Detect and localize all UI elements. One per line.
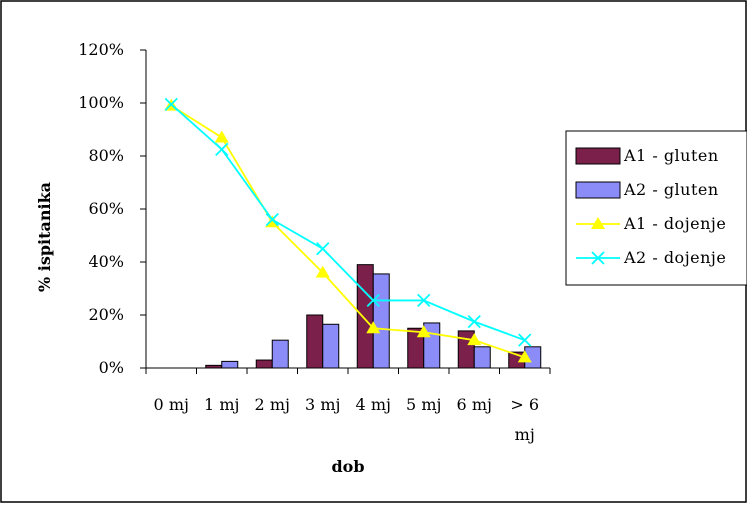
point-a1-dojenje xyxy=(467,333,482,346)
legend-key-a1-gluten xyxy=(575,147,621,165)
point-a1-dojenje xyxy=(416,325,431,338)
y-axis-title: % ispitanika xyxy=(35,182,54,292)
x-axis-title: dob xyxy=(331,457,364,476)
bar-a2-gluten xyxy=(372,273,390,369)
point-a2-dojenje xyxy=(467,314,481,329)
point-a1-dojenje xyxy=(517,350,532,363)
point-a2-dojenje xyxy=(316,242,330,256)
point-a2-dojenje xyxy=(417,293,431,308)
labels: 0% 20% 40% 60% 80% 100% 120% 0 mj 1 mj 2 mj 3 mj 4 … xyxy=(78,40,539,444)
legend-label: A1 - dojenje xyxy=(623,214,726,233)
x-tick-label: 3 mj xyxy=(305,395,340,414)
point-a2-dojenje xyxy=(265,212,279,227)
point-a2-dojenje-stroke xyxy=(467,314,481,329)
point-a2-dojenje-stroke xyxy=(215,142,229,157)
legend: A1 - gluten A2 - gluten A1 - dojenje A2 - d… xyxy=(565,130,747,286)
point-a2-dojenje-stroke xyxy=(164,97,178,111)
point-a1-dojenje xyxy=(214,130,229,143)
x-tick-label: mj xyxy=(515,425,535,444)
x-tick-label: 5 mj xyxy=(406,395,441,414)
point-a2-dojenje xyxy=(164,97,178,111)
legend-key-a2-dojenje-marker xyxy=(591,251,605,265)
point-a2-dojenje xyxy=(366,293,380,308)
point-a2-dojenje-stroke xyxy=(265,212,279,227)
bar-a2-gluten xyxy=(473,346,491,369)
legend-key-a2-gluten xyxy=(575,181,621,199)
x-tick-label: 1 mj xyxy=(204,395,239,414)
point-a1-dojenje xyxy=(366,321,381,334)
x-tick-label: 2 mj xyxy=(255,395,290,414)
point-a2-dojenje-stroke xyxy=(417,293,431,308)
bar-a1-gluten xyxy=(306,314,324,369)
x-tick-label: 4 mj xyxy=(356,395,391,414)
bar-a1-gluten xyxy=(205,364,223,369)
line-a2-dojenje xyxy=(170,103,526,342)
bar-a2-gluten xyxy=(271,339,289,369)
y-tick-label: 80% xyxy=(88,146,124,165)
bar-a1-gluten xyxy=(255,359,273,369)
x-tick-label: > 6 xyxy=(510,395,539,414)
y-tick-label: 60% xyxy=(88,199,124,218)
line-a1-dojenje xyxy=(170,104,526,359)
bar-a2-gluten xyxy=(322,323,340,369)
legend-label: A1 - gluten xyxy=(623,146,719,165)
point-a2-dojenje-stroke xyxy=(518,333,532,347)
bar-a2-gluten xyxy=(221,360,239,369)
point-a2-dojenje-stroke xyxy=(316,242,330,256)
x-tick-label: 6 mj xyxy=(457,395,492,414)
bars xyxy=(205,264,542,369)
bar-a1-gluten xyxy=(356,264,374,369)
legend-label: A2 - gluten xyxy=(623,180,719,199)
point-a2-dojenje xyxy=(215,142,229,157)
bar-a1-gluten xyxy=(457,330,475,369)
lines xyxy=(164,97,532,363)
point-a2-dojenje-stroke xyxy=(366,293,380,308)
x-tick-label: 0 mj xyxy=(154,395,189,414)
point-a1-dojenje xyxy=(315,265,330,278)
legend-label: A2 - dojenje xyxy=(623,248,726,267)
legend-key-a1-dojenje-marker xyxy=(591,217,605,229)
y-tick-label: 20% xyxy=(88,305,124,324)
y-tick-label: 40% xyxy=(88,252,124,271)
y-tick-label: 120% xyxy=(78,40,124,59)
y-tick-label: 100% xyxy=(78,93,124,112)
y-tick-label: 0% xyxy=(99,358,124,377)
point-a2-dojenje xyxy=(518,333,532,347)
legend-key-a2-dojenje-marker-stroke xyxy=(591,251,605,265)
